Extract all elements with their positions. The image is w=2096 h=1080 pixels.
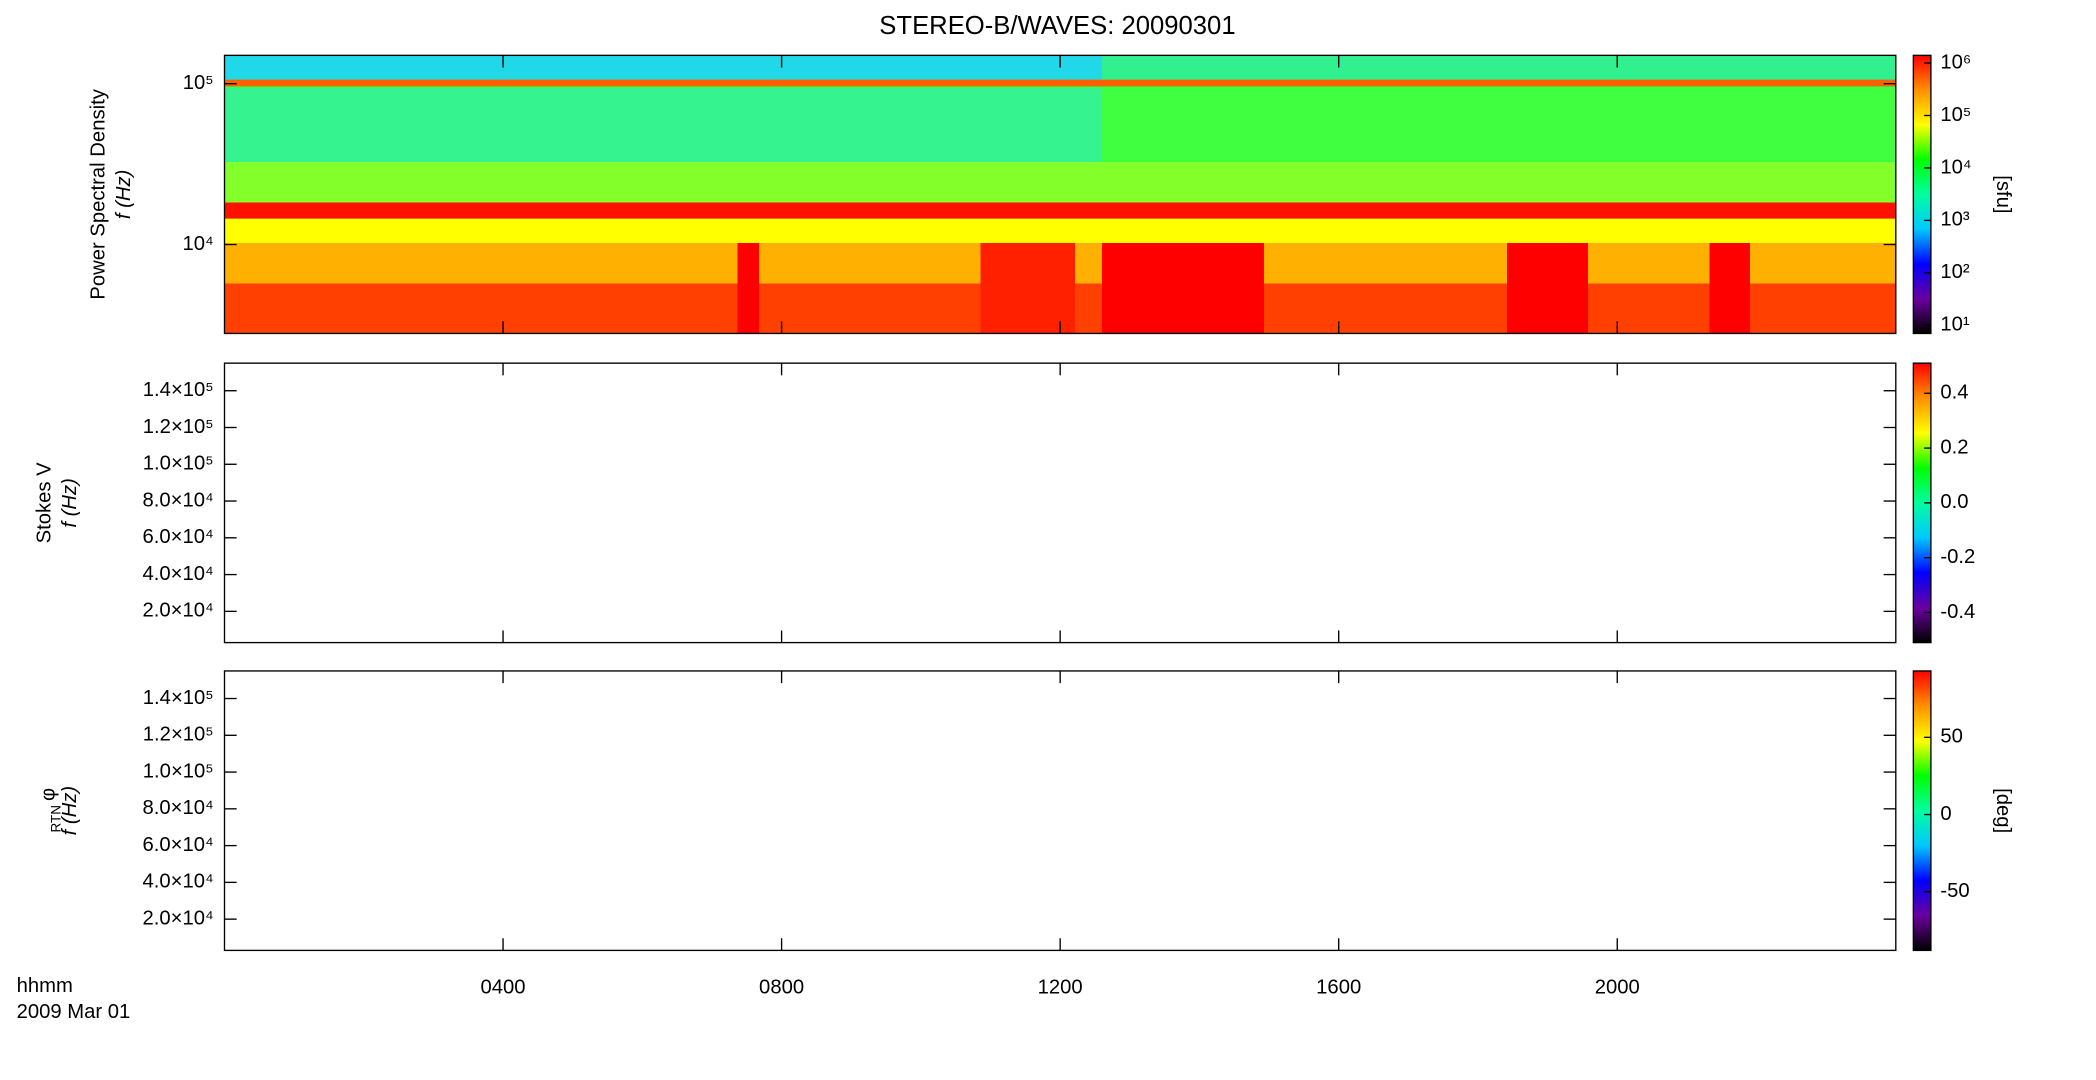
y-tick-label: 1.2×10⁵ [143,724,214,746]
y-tick-label: 1.4×10⁵ [143,379,214,401]
spectrogram-band [224,79,1896,87]
spectrogram-band [224,162,1896,203]
colorbar-tick-label: 50 [1940,726,1963,748]
y-tick-label: 8.0×10⁴ [142,797,213,819]
x-tick-label: 0400 [481,977,526,999]
y-tick-label: 4.0×10⁴ [142,563,213,585]
colorbar-tick-label: -0.2 [1940,546,1975,568]
colorbar-tick-label: -0.4 [1940,601,1975,623]
y-tick-label: 6.0×10⁴ [142,526,213,548]
spectrogram-band [1102,243,1264,334]
plot-frame [223,670,1897,952]
colorbar-label: [deg] [1992,788,2014,833]
x-tick-label: 1600 [1316,977,1361,999]
y-tick-label: 1.4×10⁵ [143,687,214,709]
y-tick-label: 1.0×10⁵ [143,453,214,475]
y-label-sub: RTN [49,805,64,833]
y-tick-label: 1.0×10⁵ [143,760,214,782]
colorbar-tick-label: 10⁶ [1940,51,1971,73]
y-tick-label: 4.0×10⁴ [142,871,213,893]
date-label: 2009 Mar 01 [17,1001,131,1023]
chart-title: STEREO-B/WAVES: 20090301 [879,12,1235,40]
y-tick-label: 10⁴ [182,233,213,255]
colorbar [1912,670,1932,952]
colorbar-tick-label: 10⁴ [1940,156,1971,178]
spectrogram-band [980,243,1075,334]
spectrogram-band [1709,243,1750,334]
y-tick-label: 2.0×10⁴ [142,600,213,622]
colorbar-tick-label: 0.0 [1940,491,1968,513]
colorbar [1912,54,1932,335]
y-tick-label: 2.0×10⁴ [142,907,213,929]
spectrogram [224,55,1896,334]
y-label-unit: f (Hz) [113,170,135,219]
x-tick-label: 2000 [1595,977,1640,999]
time-label: hhmm [17,975,73,997]
y-label-unit: f (Hz) [59,786,81,835]
spectrogram-band [224,218,1896,243]
plot-frame [223,362,1897,644]
spectrogram-band [224,202,1896,219]
y-tick-label: 6.0×10⁴ [142,834,213,856]
y-label: Stokes V [33,462,55,544]
x-tick-label: 0800 [759,977,804,999]
colorbar-label: [sfu] [1992,175,2014,213]
spectrogram-band [224,87,1102,162]
colorbar-tick-label: 10⁵ [1940,104,1971,126]
x-tick-label: 1200 [1038,977,1083,999]
colorbar-tick-label: 0.2 [1940,436,1968,458]
y-label-unit: f (Hz) [59,478,81,528]
spectrogram-band [1102,55,1896,80]
spectrogram-band [1507,243,1588,334]
colorbar-tick-label: 10¹ [1940,314,1970,336]
colorbar-tick-label: 0.4 [1940,382,1968,404]
y-tick-label: 1.2×10⁵ [143,416,214,438]
y-tick-label: 8.0×10⁴ [142,489,213,511]
colorbar-tick-label: -50 [1940,880,1969,902]
colorbar-tick-label: 0 [1940,803,1951,825]
y-label: Power Spectral Density [87,88,109,299]
colorbar-tick-label: 10³ [1940,209,1970,231]
spectrogram-band [224,55,1102,80]
colorbar-tick-label: 10² [1940,261,1970,283]
y-label: φ [37,788,59,801]
y-tick-label: 10⁵ [183,72,214,94]
spectrogram-band [737,243,760,334]
